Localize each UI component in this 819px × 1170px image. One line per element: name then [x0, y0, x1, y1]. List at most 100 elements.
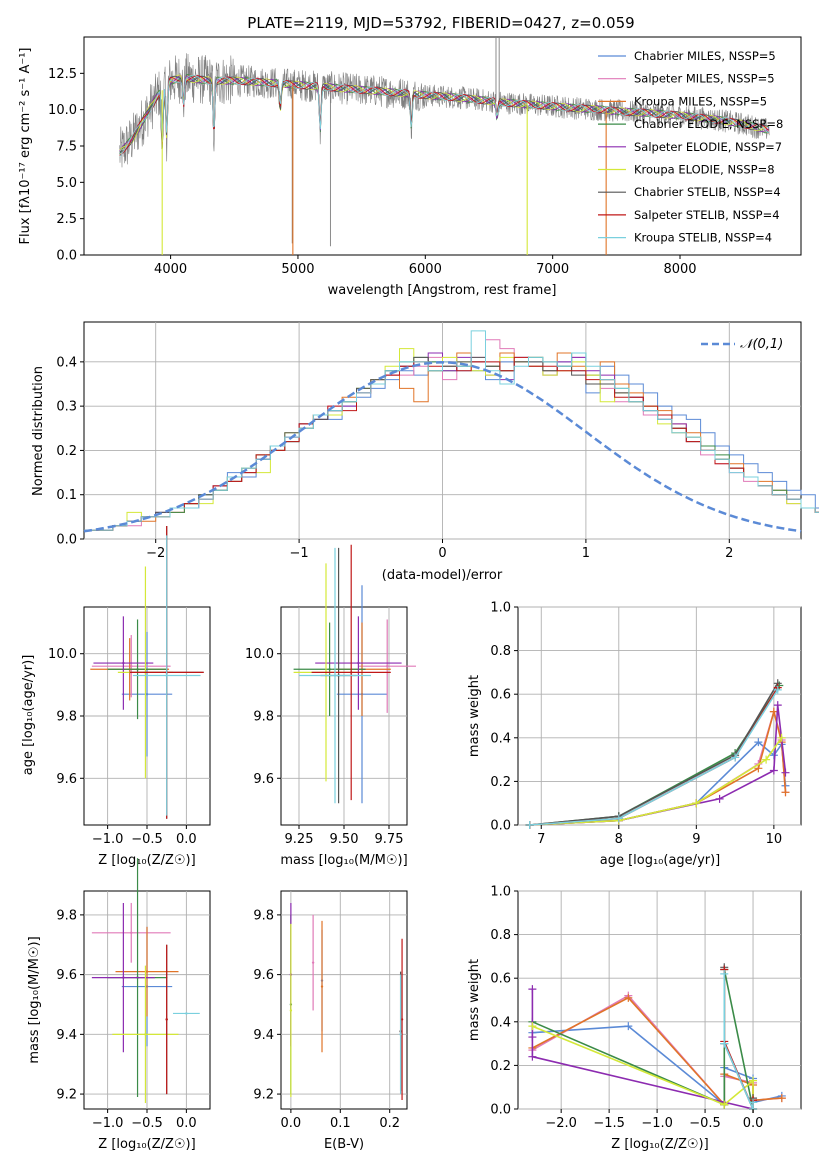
data-point [311, 961, 315, 964]
data-point [130, 664, 133, 668]
data-point [399, 1033, 402, 1036]
weight-marker [754, 764, 763, 773]
mass-weight-vs-metallicity-panel: −2.0 −1.5 −1.0 −0.5 0.0 0.0 0.2 0.4 0.6 0.8 1.0 Z … [467, 885, 802, 1152]
y-tick-label: 0.2 [490, 1059, 511, 1074]
age-z-y-label: age [log₁₀(age/yr)] [21, 655, 36, 776]
y-tick-label: 9.4 [56, 1028, 77, 1043]
model-spectrum [119, 74, 769, 150]
y-tick-label: 0.2 [56, 444, 77, 459]
x-tick-label: 5000 [281, 262, 314, 277]
age-mass-x-label: mass [log₁₀(M/M☉)] [280, 853, 407, 868]
y-tick-label: 9.2 [253, 1088, 274, 1103]
data-point [328, 668, 331, 671]
data-point [333, 674, 337, 677]
y-tick-label: 0.4 [490, 731, 511, 746]
weight-marker [749, 1098, 758, 1107]
y-tick-label: 0.8 [490, 928, 511, 943]
data-point [289, 1009, 293, 1012]
y-tick-label: 0.2 [490, 775, 511, 790]
weight-marker [528, 1052, 537, 1061]
y-tick-label: 9.8 [253, 908, 274, 923]
weight-marker [692, 799, 701, 808]
x-tick-label: 0.1 [330, 1116, 351, 1131]
x-tick-label: 9 [692, 832, 700, 847]
normal-legend-label: 𝒩(0,1) [740, 337, 783, 352]
spectrum-legend: Chabrier MILES, NSSP=5 Salpeter MILES, NS… [598, 49, 783, 245]
y-tick-label: 9.6 [56, 772, 77, 787]
weight-marker [614, 814, 623, 823]
x-tick-label: 7 [537, 832, 545, 847]
weight-marker [720, 1039, 729, 1048]
x-tick-label: 9.75 [375, 832, 404, 847]
weight-marker [624, 993, 633, 1002]
weight-marker [528, 1022, 537, 1031]
y-tick-label: 10.0 [245, 647, 274, 662]
x-tick-label: 0.0 [743, 1116, 764, 1131]
data-point [144, 1033, 147, 1036]
weight-marker [528, 985, 537, 994]
y-tick-label: 9.8 [56, 710, 77, 725]
y-tick-label: 1.0 [490, 601, 511, 616]
y-tick-label: 0.0 [490, 819, 511, 834]
y-tick-label: 0.8 [490, 644, 511, 659]
weight-marker [762, 755, 771, 764]
y-tick-label: 0.1 [56, 488, 77, 503]
x-tick-label: 8 [615, 832, 623, 847]
data-point [130, 931, 133, 935]
histogram-legend: 𝒩(0,1) [701, 337, 783, 352]
y-tick-label: 9.6 [253, 772, 274, 787]
weight-marker [624, 1022, 633, 1031]
weight-marker [749, 1076, 758, 1085]
histogram-x-label: (data-model)/error [382, 568, 503, 583]
data-point [145, 970, 149, 973]
weight-line [529, 682, 779, 826]
x-tick-label: 8000 [663, 262, 696, 277]
legend-entry-label: Chabrier ELODIE, NSSP=8 [634, 117, 783, 131]
x-tick-label: 7000 [536, 262, 569, 277]
data-point [122, 976, 125, 979]
weight-marker [773, 701, 782, 710]
weight-line [531, 989, 754, 1110]
legend-entry-label: Kroupa STELIB, NSSP=4 [634, 231, 772, 245]
x-tick-label: −0.5 [689, 1116, 721, 1131]
y-tick-label: 9.4 [253, 1028, 274, 1043]
y-tick-label: 0.0 [56, 533, 77, 548]
y-tick-label: 9.8 [253, 710, 274, 725]
y-tick-label: 9.8 [56, 908, 77, 923]
legend-entry-label: Salpeter MILES, NSSP=5 [634, 72, 775, 86]
x-tick-label: −1.0 [92, 1116, 124, 1131]
weight-marker [720, 1100, 729, 1109]
data-point [136, 668, 139, 671]
data-point [357, 661, 360, 665]
residual-histogram-panel: −2 −1 0 1 2 0.0 0.1 0.2 0.3 0.4 (data-model)/erro… [31, 321, 819, 583]
x-tick-label: 6000 [409, 262, 442, 277]
weight-age-x-label: age [log₁₀(age/yr)] [600, 853, 721, 868]
data-point [400, 1018, 404, 1021]
weight-marker [769, 766, 778, 775]
mass-vs-extinction-panel: 0.0 0.1 0.2 9.2 9.4 9.6 9.8 E(B-V) [253, 890, 408, 1152]
y-tick-label: 10.0 [48, 103, 77, 118]
x-tick-label: 0 [438, 546, 446, 561]
data-point [350, 671, 353, 674]
x-tick-label: 2 [725, 546, 733, 561]
y-tick-label: 0.6 [490, 972, 511, 987]
mass-weight-vs-age-panel: 7 8 9 10 0.0 0.2 0.4 0.6 0.8 1.0 age [log₁₀(age/y… [467, 601, 802, 868]
y-tick-label: 0.0 [56, 249, 77, 264]
data-point [320, 985, 324, 988]
spectrum-y-label: Flux [fλ10⁻¹⁷ erg cm⁻² s⁻¹ A⁻¹] [18, 48, 33, 245]
weight-marker [754, 738, 763, 747]
normal-curve [83, 361, 802, 533]
data-point [145, 693, 149, 696]
x-tick-label: −1.0 [92, 832, 124, 847]
weight-marker [781, 768, 790, 777]
y-tick-label: 2.5 [56, 212, 77, 227]
weight-marker [720, 969, 729, 978]
weight-marker [773, 685, 782, 694]
x-tick-label: 0.2 [379, 1116, 400, 1131]
weight-marker [715, 794, 724, 803]
x-tick-label: −0.5 [131, 1116, 163, 1131]
x-tick-label: 0.0 [281, 1116, 302, 1131]
y-tick-label: 9.6 [56, 968, 77, 983]
spectrum-x-label: wavelength [Angstrom, rest frame] [328, 283, 557, 298]
